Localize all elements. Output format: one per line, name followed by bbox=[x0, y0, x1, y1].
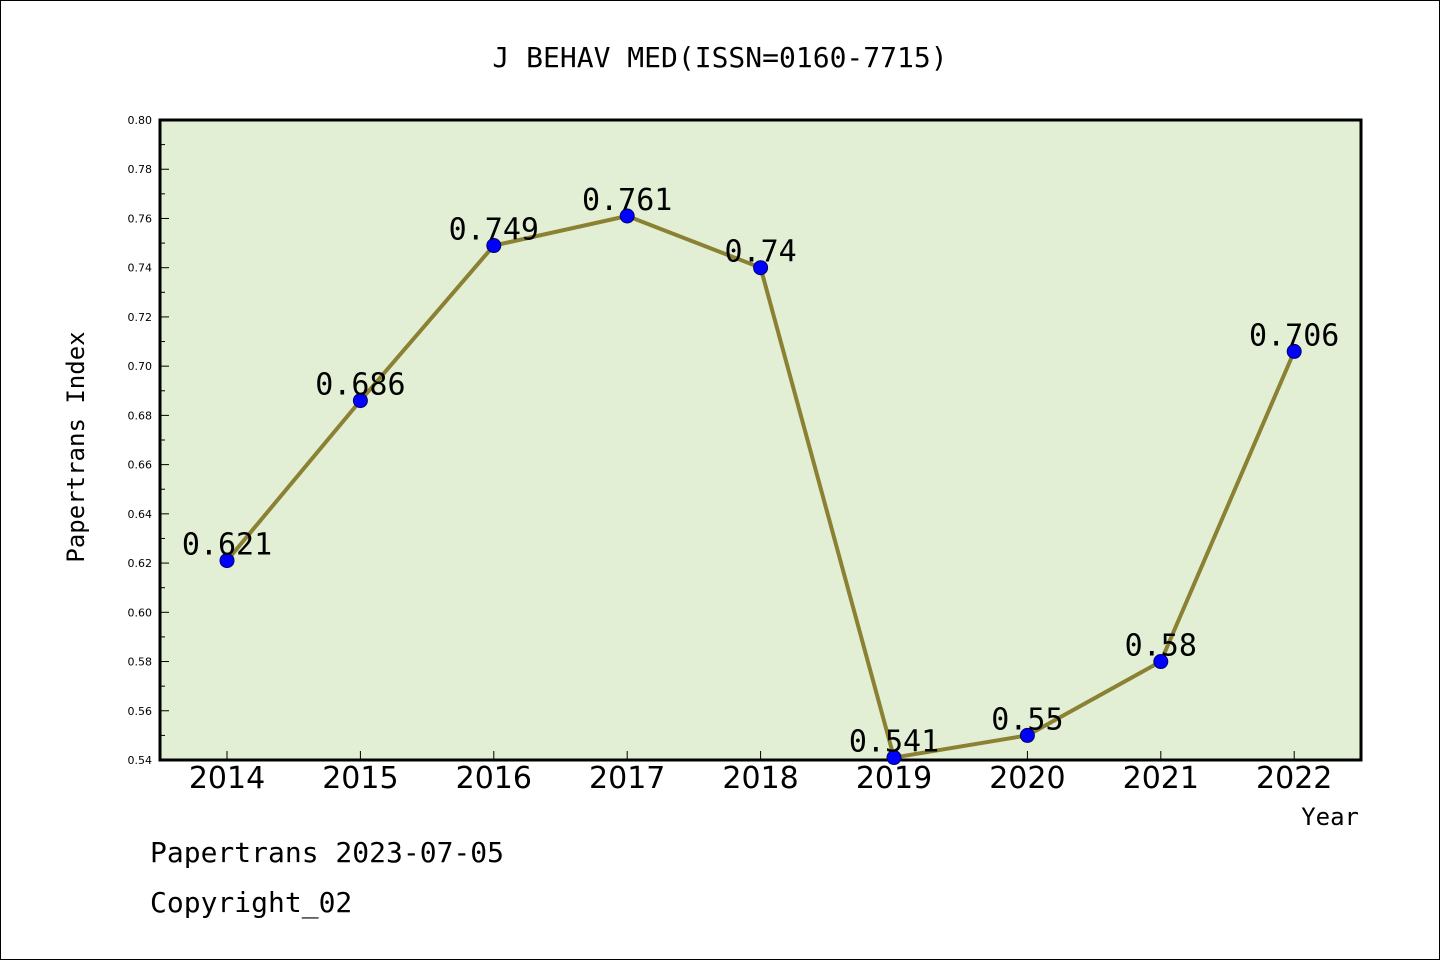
x-tick-label: 2022 bbox=[1256, 761, 1332, 796]
y-tick-label: 0.64 bbox=[128, 508, 153, 521]
x-tick-label: 2014 bbox=[189, 761, 265, 796]
data-point bbox=[352, 393, 368, 409]
y-tick-label: 0.58 bbox=[128, 656, 153, 669]
y-axis-ticks: 0.54 0.56 0.58 0.60 0.62 0.64 0.66 0.68 0.70 0.72… bbox=[128, 114, 169, 767]
data-point bbox=[1286, 343, 1302, 359]
x-tick-label: 2017 bbox=[589, 761, 665, 796]
data-markers bbox=[219, 208, 1302, 766]
footer-date: Papertrans 2023-07-05 bbox=[150, 836, 505, 869]
y-tick-label: 0.70 bbox=[128, 360, 153, 373]
x-tick-label: 2016 bbox=[456, 761, 532, 796]
data-point bbox=[219, 553, 235, 569]
x-tick-label: 2015 bbox=[322, 761, 398, 796]
data-labels: 0.621 0.686 0.749 0.761 0.74 0.541 0.55 0.58 0.7… bbox=[182, 183, 1340, 760]
data-point bbox=[486, 238, 502, 254]
y-tick-label: 0.60 bbox=[128, 606, 153, 619]
x-tick-label: 2018 bbox=[722, 761, 798, 796]
footer-copyright: Copyright_02 bbox=[150, 886, 353, 919]
plot-area bbox=[158, 118, 1363, 762]
chart-title: J BEHAV MED(ISSN=0160-7715) bbox=[492, 41, 947, 74]
x-axis-ticks: 2014 2015 2016 2017 2018 2019 2020 2021 2022 bbox=[189, 751, 1332, 796]
y-tick-label: 0.56 bbox=[128, 705, 153, 718]
y-tick-label: 0.72 bbox=[128, 311, 153, 324]
y-tick-label: 0.62 bbox=[128, 557, 153, 570]
x-tick-label: 2021 bbox=[1123, 761, 1199, 796]
y-tick-label: 0.78 bbox=[128, 163, 153, 176]
data-point bbox=[886, 750, 902, 766]
y-tick-label: 0.80 bbox=[128, 114, 153, 127]
y-tick-label: 0.66 bbox=[128, 459, 153, 472]
y-tick-label: 0.74 bbox=[128, 262, 153, 275]
data-point bbox=[619, 208, 635, 224]
x-axis-label: Year bbox=[1301, 803, 1359, 831]
data-point bbox=[753, 260, 769, 276]
data-label: 0.706 bbox=[1249, 318, 1339, 353]
y-tick-label: 0.54 bbox=[128, 754, 153, 767]
data-label: 0.541 bbox=[849, 725, 939, 760]
data-point bbox=[1153, 654, 1169, 670]
data-label: 0.55 bbox=[991, 702, 1063, 737]
y-tick-label: 0.68 bbox=[128, 409, 153, 422]
data-label: 0.686 bbox=[315, 368, 405, 403]
y-tick-label: 0.76 bbox=[128, 212, 153, 225]
y-axis-label: Papertrans Index bbox=[62, 331, 90, 562]
data-label: 0.621 bbox=[182, 528, 272, 563]
data-point bbox=[1019, 727, 1035, 743]
data-label: 0.74 bbox=[724, 235, 796, 270]
x-tick-label: 2019 bbox=[856, 761, 932, 796]
x-tick-label: 2020 bbox=[989, 761, 1065, 796]
data-label: 0.749 bbox=[449, 213, 539, 248]
data-label: 0.761 bbox=[582, 183, 672, 218]
data-label: 0.58 bbox=[1125, 629, 1197, 664]
